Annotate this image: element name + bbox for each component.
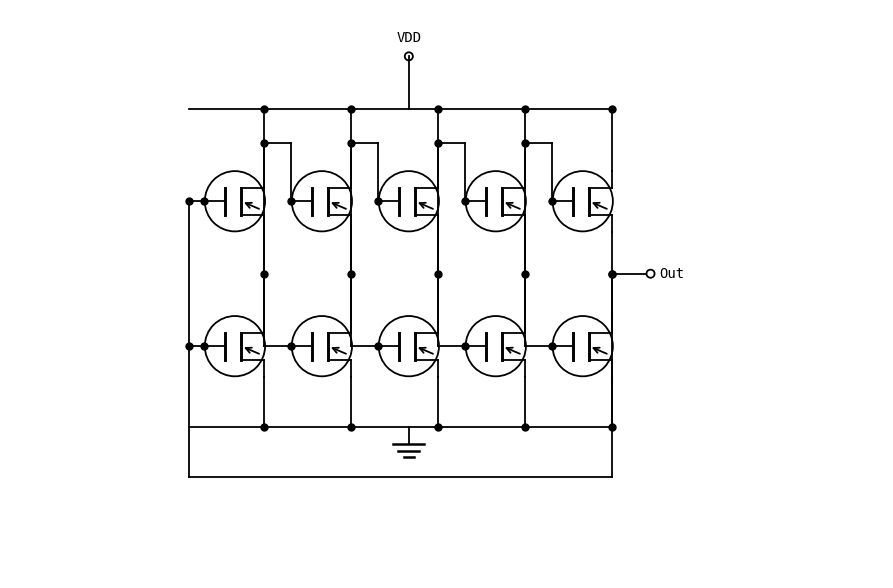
Text: Out: Out (659, 267, 684, 280)
Text: VDD: VDD (396, 31, 421, 45)
